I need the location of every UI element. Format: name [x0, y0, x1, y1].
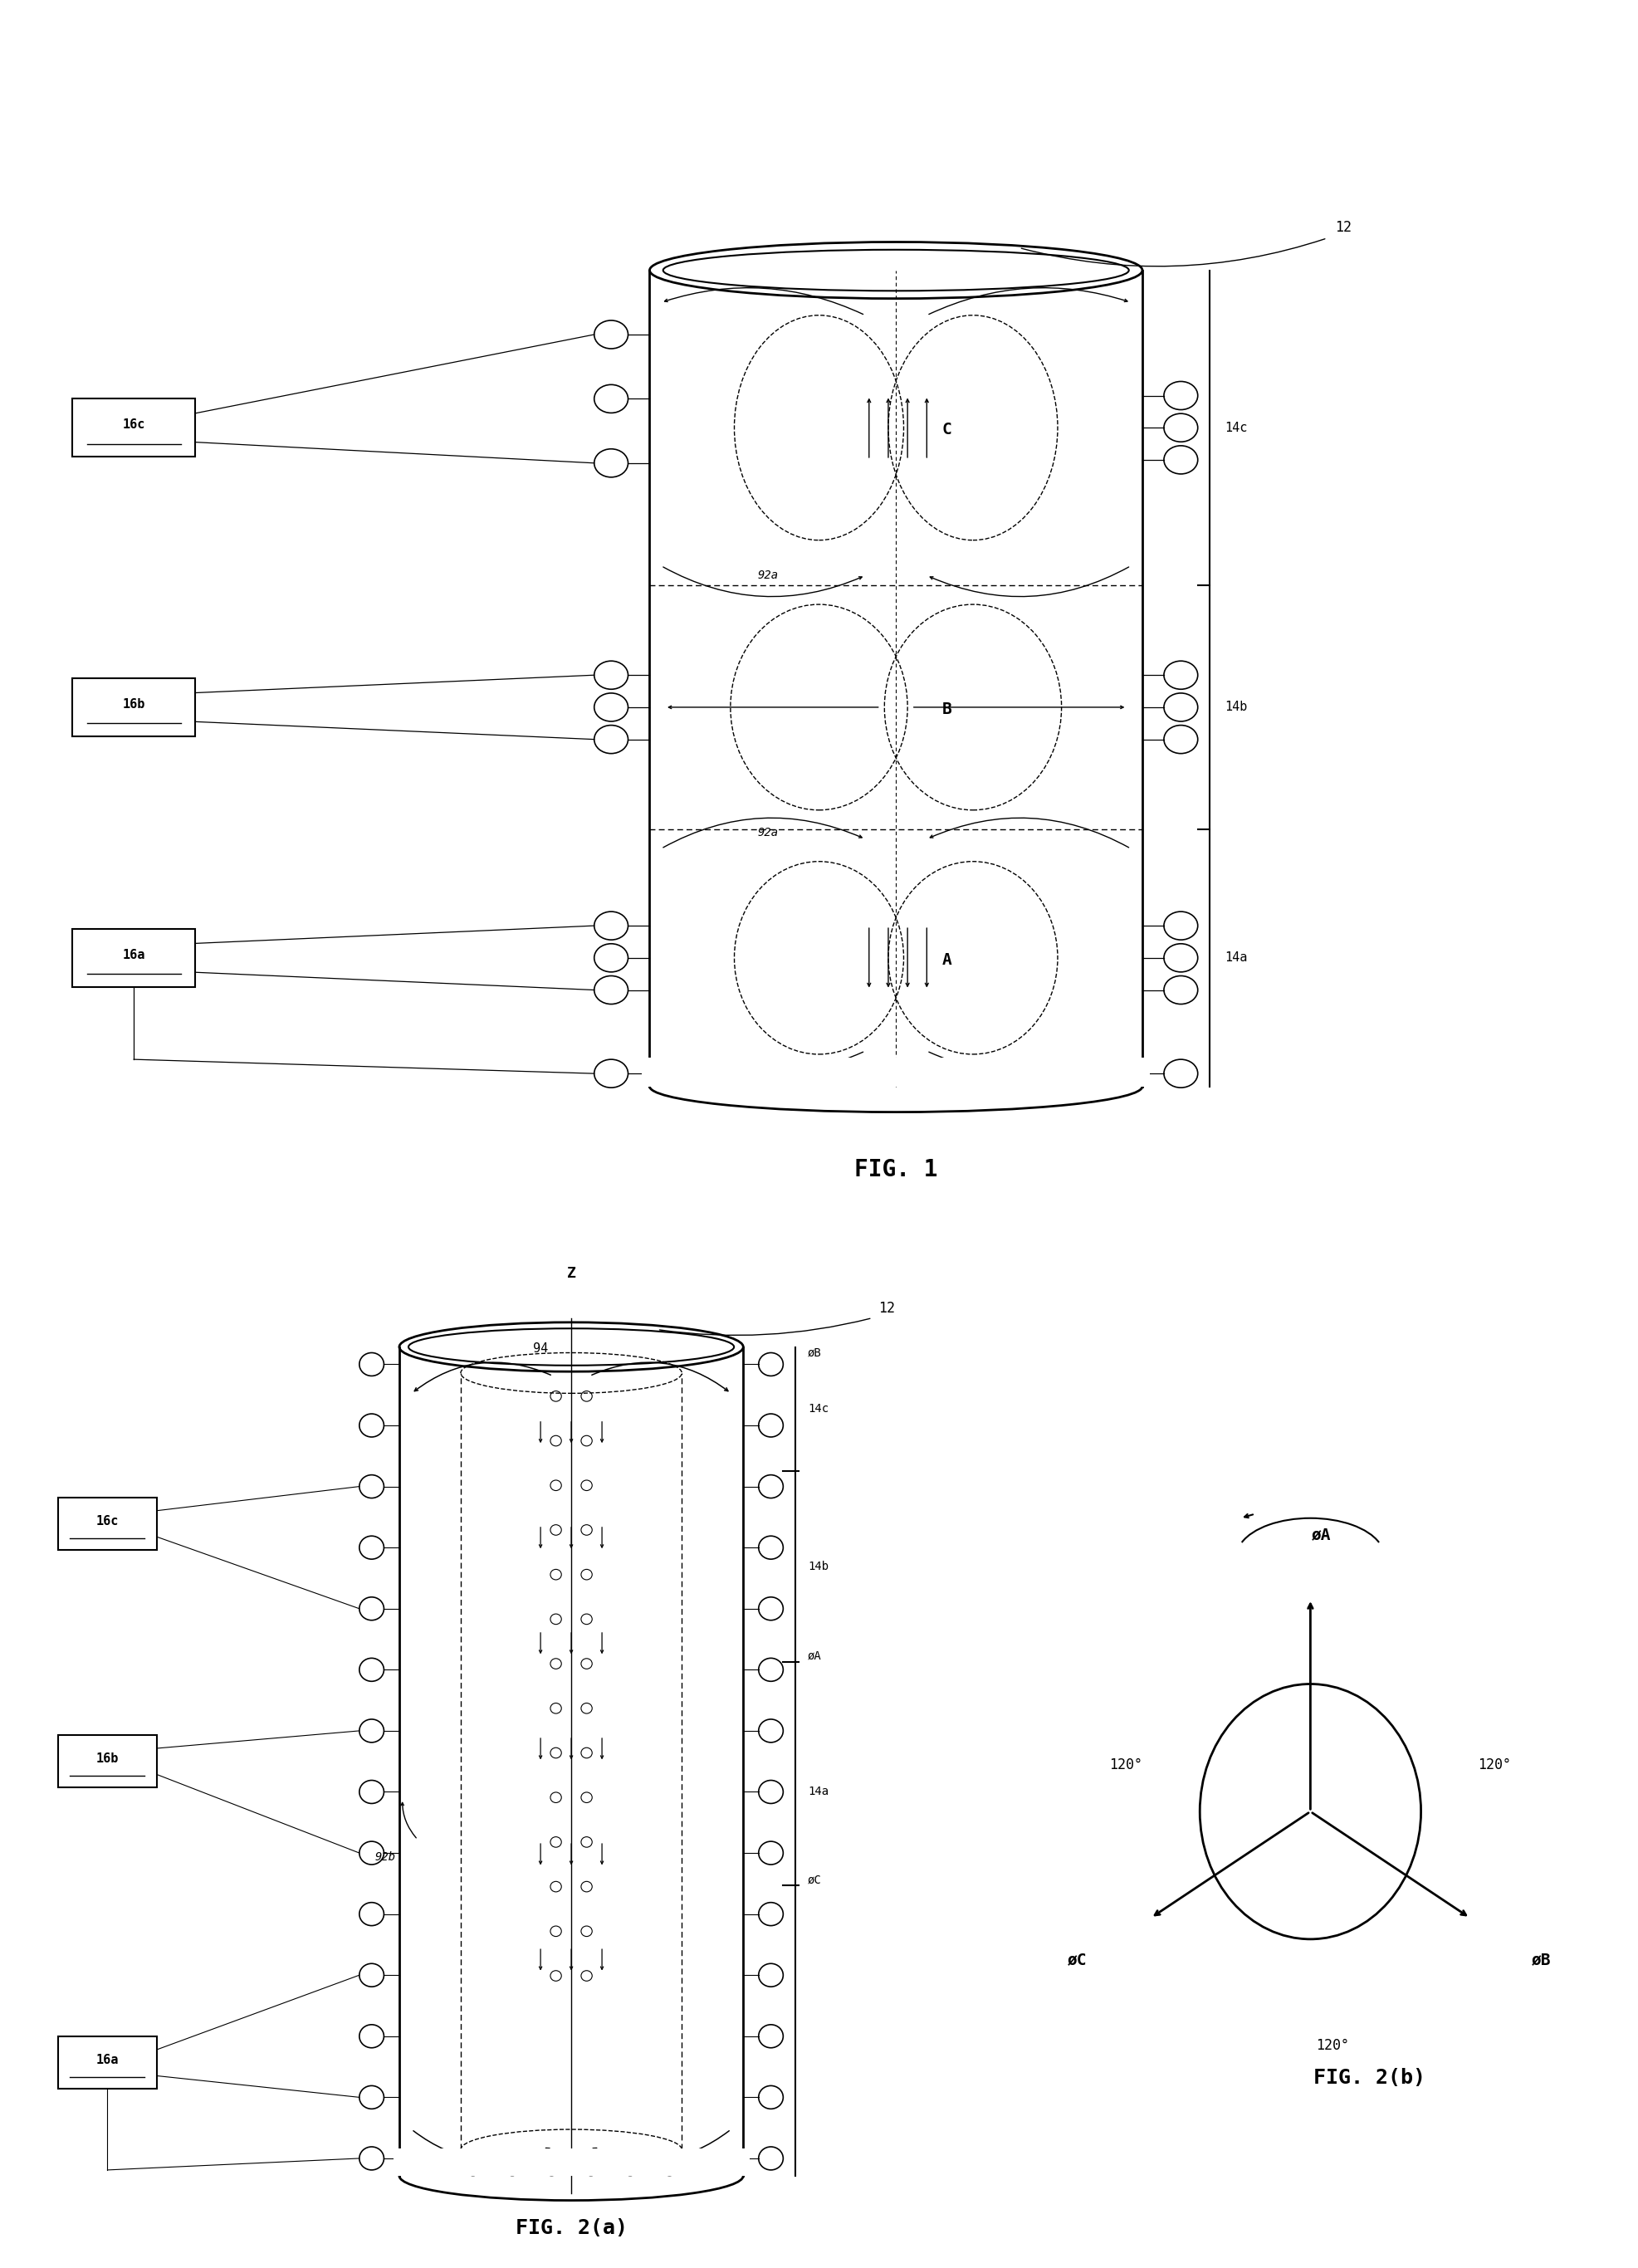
Text: Z: Z: [567, 1266, 577, 1281]
Text: 16a: 16a: [123, 948, 146, 962]
Text: 92a: 92a: [757, 569, 778, 581]
Text: øA: øA: [808, 1651, 822, 1662]
Text: FIG. 1: FIG. 1: [855, 1159, 937, 1182]
Text: 92b: 92b: [375, 1851, 395, 1862]
Bar: [59, 1497, 157, 1549]
Text: 16b: 16b: [123, 699, 146, 710]
Text: 94: 94: [532, 1343, 549, 1356]
Text: 14b: 14b: [1225, 701, 1248, 714]
Text: 14c: 14c: [1225, 422, 1248, 433]
Text: FIG. 2(b): FIG. 2(b): [1314, 2068, 1425, 2089]
Text: øB: øB: [1532, 1953, 1551, 1969]
Bar: [72, 399, 195, 456]
Text: 14c: 14c: [808, 1404, 829, 1415]
Text: 120°: 120°: [1315, 2039, 1350, 2053]
Text: 120°: 120°: [1109, 1758, 1143, 1771]
Text: A: A: [942, 953, 952, 968]
Text: FIG. 2(a): FIG. 2(a): [516, 2218, 627, 2239]
Bar: [72, 678, 195, 737]
Text: 92a: 92a: [757, 826, 778, 839]
Text: øB: øB: [808, 1347, 822, 1359]
Text: øA: øA: [1312, 1526, 1332, 1542]
Bar: [393, 2148, 750, 2175]
Text: øC: øC: [808, 1873, 822, 1885]
Bar: [59, 1735, 157, 1787]
Bar: [59, 2037, 157, 2089]
Text: B: B: [942, 701, 952, 717]
Text: 16b: 16b: [97, 1753, 120, 1765]
Text: 12: 12: [1335, 220, 1351, 236]
Text: 120°: 120°: [1477, 1758, 1512, 1771]
Text: 16c: 16c: [123, 420, 146, 431]
Text: 14a: 14a: [1225, 953, 1248, 964]
Bar: [642, 1057, 1150, 1086]
Text: 12: 12: [878, 1300, 894, 1315]
Text: øC: øC: [1068, 1953, 1086, 1969]
Bar: [72, 930, 195, 987]
Text: C: C: [942, 422, 952, 438]
Text: 16a: 16a: [97, 2055, 120, 2066]
Text: 14b: 14b: [808, 1560, 829, 1572]
Text: 16c: 16c: [97, 1515, 120, 1526]
Text: 14a: 14a: [808, 1785, 829, 1796]
